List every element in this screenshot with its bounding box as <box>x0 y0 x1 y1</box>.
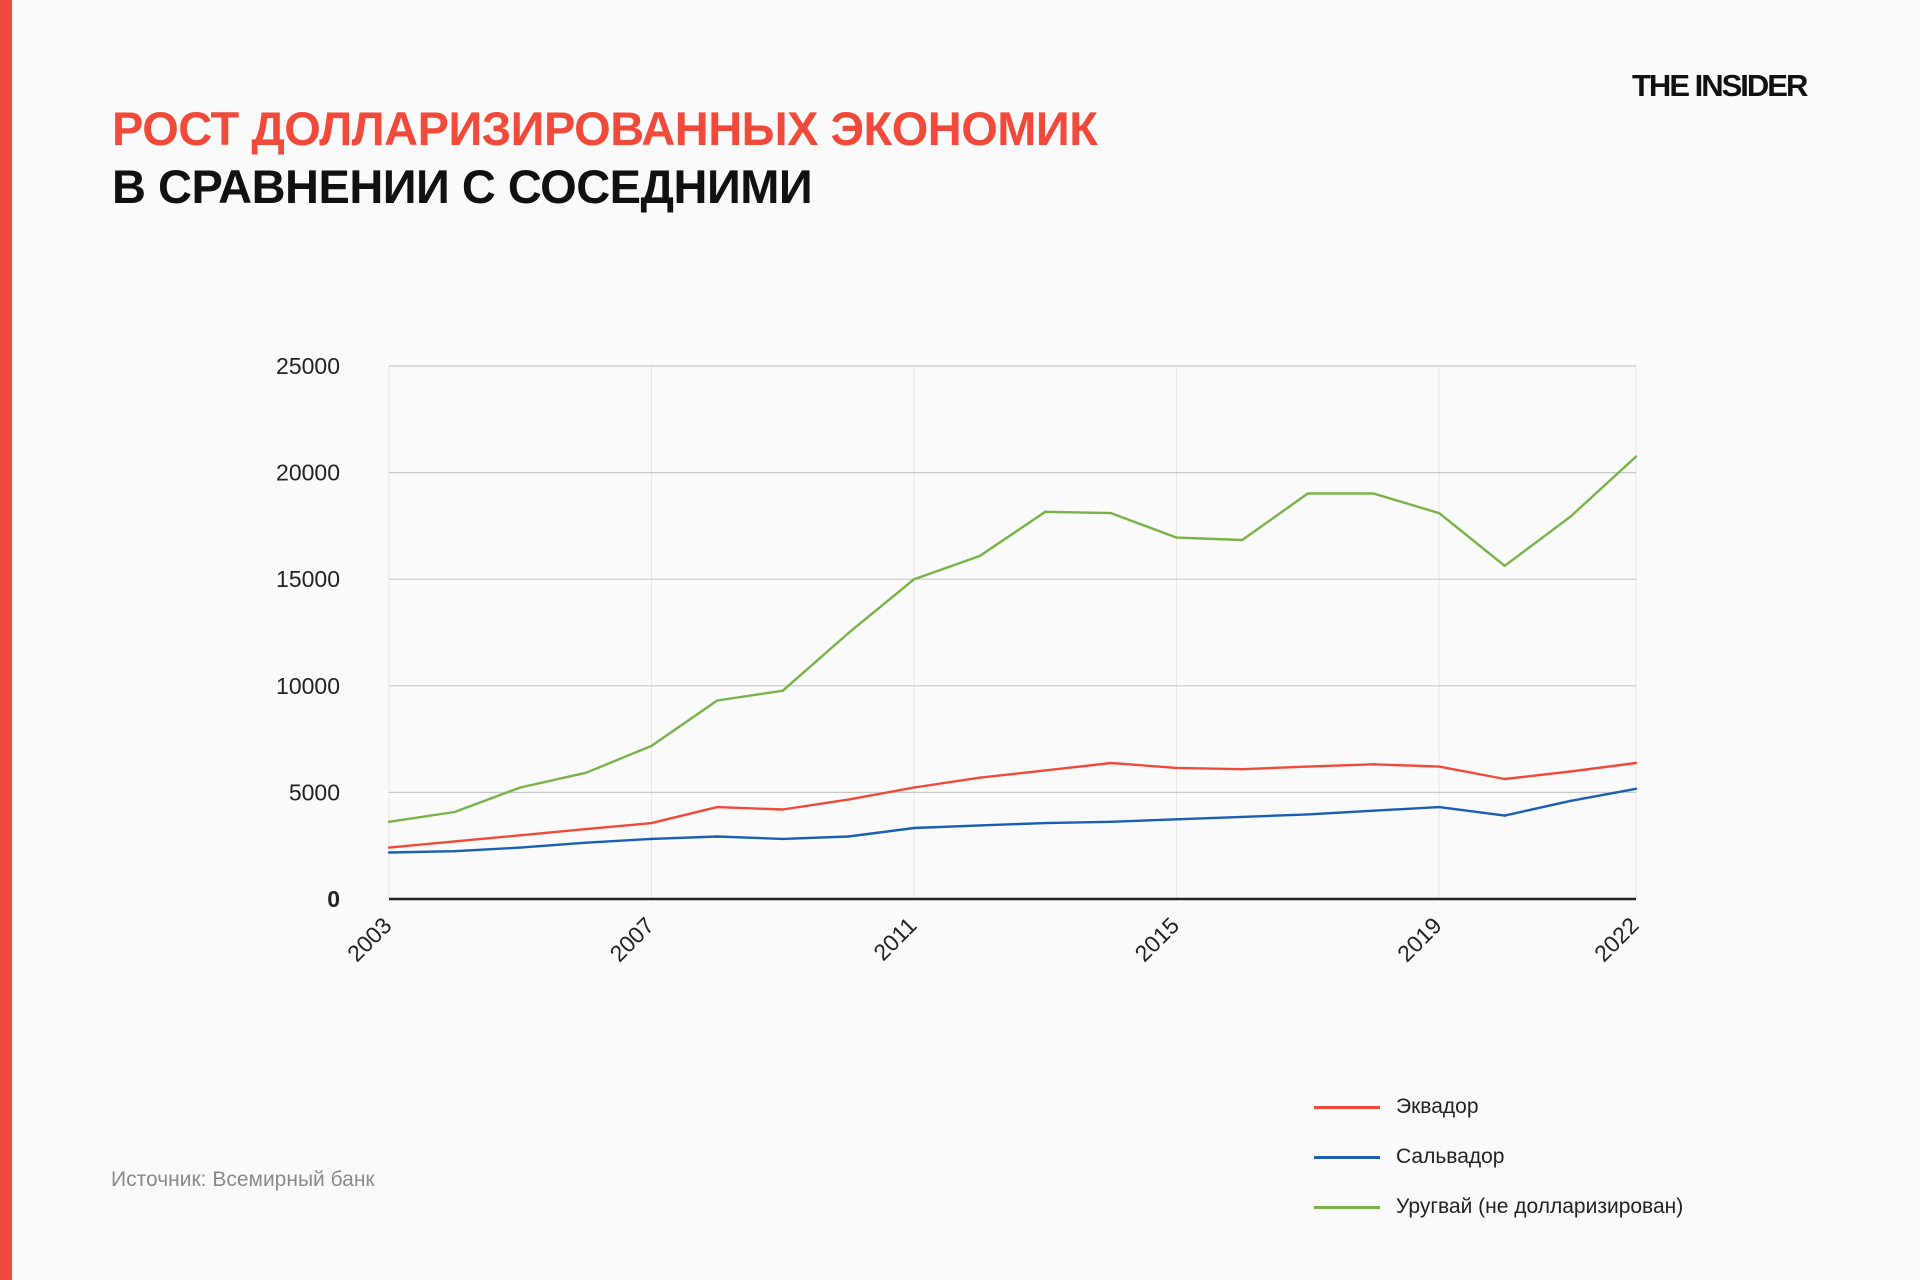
data-point <box>1241 815 1244 819</box>
data-point <box>912 826 916 830</box>
legend: Эквадор Сальвадор Уругвай (не долларизир… <box>1314 1082 1683 1232</box>
data-point <box>584 827 588 831</box>
x-tick-label: 2015 <box>1130 912 1185 967</box>
data-point <box>715 835 719 838</box>
y-tick-label: 20000 <box>276 460 340 486</box>
y-tick-label: 15000 <box>276 566 340 592</box>
data-point <box>650 837 653 841</box>
legend-swatch <box>1314 1205 1380 1209</box>
data-point <box>1109 511 1113 515</box>
data-point <box>847 798 850 801</box>
data-point <box>1437 805 1441 809</box>
data-point <box>1175 766 1178 770</box>
data-point <box>1634 787 1638 790</box>
data-point <box>1634 455 1638 458</box>
data-point <box>1503 777 1506 781</box>
legend-label: Сальвадор <box>1396 1145 1505 1168</box>
data-point <box>519 846 522 849</box>
data-point <box>715 805 719 809</box>
data-point <box>1044 510 1047 514</box>
x-tick-label: 2019 <box>1392 912 1447 967</box>
data-point <box>912 578 916 581</box>
data-point <box>1044 821 1047 825</box>
data-point <box>978 824 981 827</box>
chart-title: РОСТ ДОЛЛАРИЗИРОВАННЫХ ЭКОНОМИК В СРАВНЕ… <box>112 100 1098 216</box>
data-point <box>781 808 784 811</box>
data-point <box>387 820 391 824</box>
data-point <box>584 841 588 844</box>
data-point <box>1372 763 1375 766</box>
data-point <box>1569 515 1572 518</box>
series-line-0 <box>388 761 1637 849</box>
title-line-1: РОСТ ДОЛЛАРИЗИРОВАННЫХ ЭКОНОМИК <box>112 102 1098 155</box>
title-line-2: В СРАВНЕНИИ С СОСЕДНИМИ <box>112 160 813 213</box>
data-point <box>1175 536 1178 539</box>
data-point <box>847 835 850 838</box>
y-tick-label: 25000 <box>276 353 340 379</box>
data-point <box>453 840 456 843</box>
data-point <box>1503 564 1506 567</box>
data-point <box>715 699 719 702</box>
data-point <box>519 786 522 789</box>
data-point <box>1437 765 1441 768</box>
data-point <box>781 837 784 841</box>
series-line-2 <box>388 455 1637 823</box>
legend-swatch <box>1314 1155 1380 1159</box>
data-point <box>1569 770 1572 773</box>
legend-item-ecuador: Эквадор <box>1314 1082 1683 1132</box>
y-tick-label: 0 <box>327 886 340 912</box>
data-point <box>1634 761 1638 765</box>
data-point <box>1044 769 1047 772</box>
data-point <box>650 744 653 748</box>
data-point <box>912 786 916 789</box>
data-point <box>978 554 981 558</box>
data-point <box>1569 799 1572 803</box>
data-point <box>1372 492 1375 495</box>
data-point <box>1306 765 1310 768</box>
legend-swatch <box>1314 1105 1380 1109</box>
data-point <box>978 776 981 779</box>
x-tick-label: 2007 <box>604 912 659 967</box>
y-tick-label: 10000 <box>276 673 340 699</box>
x-tick-label: 2022 <box>1589 912 1644 967</box>
data-point <box>781 689 784 692</box>
data-point <box>387 851 391 854</box>
data-point <box>650 821 653 825</box>
y-tick-label: 5000 <box>289 779 340 805</box>
legend-label: Эквадор <box>1396 1095 1479 1118</box>
x-tick-label: 2003 <box>342 912 397 967</box>
data-point <box>1241 538 1244 542</box>
data-point <box>1306 813 1310 816</box>
data-point <box>1503 814 1506 817</box>
x-tick-label: 2011 <box>868 912 921 965</box>
data-point <box>453 810 456 814</box>
data-point <box>1109 820 1113 824</box>
data-point <box>1175 818 1178 821</box>
data-point <box>847 631 850 635</box>
logo: THE INSIDER <box>1632 68 1808 103</box>
data-point <box>1306 492 1310 495</box>
data-point <box>1437 511 1441 515</box>
data-point <box>453 850 456 853</box>
data-point <box>1241 767 1244 771</box>
data-point <box>519 834 522 837</box>
series-line-1 <box>388 787 1637 854</box>
data-point <box>1372 809 1375 812</box>
accent-bar <box>0 0 12 1280</box>
data-point <box>584 771 588 774</box>
legend-item-salvador: Сальвадор <box>1314 1132 1683 1182</box>
source-note: Источник: Всемирный банк <box>111 1168 375 1191</box>
legend-label: Уругвай (не долларизирован) <box>1396 1195 1684 1218</box>
data-point <box>387 846 391 849</box>
legend-item-uruguay: Уругвай (не долларизирован) <box>1314 1182 1683 1232</box>
data-point <box>1109 761 1113 765</box>
